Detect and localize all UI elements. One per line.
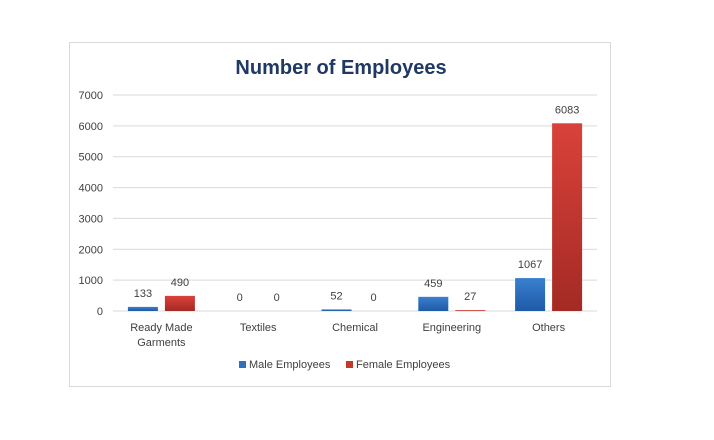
category-label: Textiles — [240, 322, 277, 334]
data-labels: 133 490 0 0 52 0 459 27 1067 6083 — [134, 104, 580, 304]
data-label: 52 — [330, 290, 342, 302]
gridlines — [113, 94, 597, 312]
bar-male-0 — [127, 306, 158, 311]
data-label: 133 — [134, 288, 152, 300]
data-label: 0 — [274, 292, 280, 304]
bars — [127, 123, 583, 312]
legend-swatch — [346, 361, 353, 368]
category-label: Chemical — [332, 322, 378, 334]
bar-female-0 — [164, 295, 195, 311]
bar-male-2 — [321, 309, 352, 311]
bar-chart: Number of Employees 0 1000 2000 3000 4000 500… — [79, 57, 597, 371]
y-tick-label: 1000 — [79, 275, 103, 287]
data-label: 6083 — [555, 104, 579, 116]
chart-frame: Number of Employees 0 1000 2000 3000 4000 500… — [69, 42, 611, 387]
data-label: 0 — [370, 292, 376, 304]
bar-male-3 — [418, 296, 449, 311]
category-label: Ready Made — [130, 322, 192, 334]
y-tick-label: 7000 — [79, 90, 103, 102]
y-tick-label: 4000 — [79, 183, 103, 195]
bar-female-4 — [552, 123, 583, 312]
category-label: Others — [532, 322, 566, 334]
y-tick-label: 5000 — [79, 152, 103, 164]
y-tick-label: 0 — [97, 306, 103, 318]
legend-label: Male Employees — [249, 359, 331, 371]
bar-female-3 — [455, 310, 486, 311]
y-tick-label: 2000 — [79, 244, 103, 256]
y-tick-label: 6000 — [79, 121, 103, 133]
category-label: Garments — [137, 337, 186, 349]
category-label: Engineering — [422, 322, 481, 334]
data-label: 27 — [464, 291, 476, 303]
y-tick-label: 3000 — [79, 213, 103, 225]
data-label: 1067 — [518, 259, 542, 271]
legend-label: Female Employees — [356, 359, 451, 371]
bar-male-4 — [515, 278, 546, 311]
x-axis-categories: Ready Made Garments Textiles Chemical Engine… — [130, 322, 565, 349]
data-label: 0 — [237, 292, 243, 304]
legend: Male Employees Female Employees — [239, 359, 451, 371]
data-label: 490 — [171, 277, 189, 289]
chart-title: Number of Employees — [235, 57, 446, 79]
legend-swatch — [239, 361, 246, 368]
y-axis-ticks: 0 1000 2000 3000 4000 5000 6000 7000 — [79, 90, 103, 318]
data-label: 459 — [424, 278, 442, 290]
